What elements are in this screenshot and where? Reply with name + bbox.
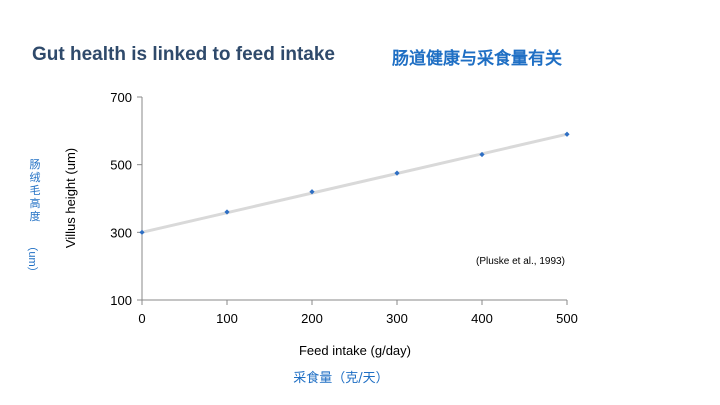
x-tick-label: 0 [138, 311, 145, 326]
data-points [139, 131, 570, 235]
trendline-group [141, 132, 568, 234]
y-axis-title: Villus height (um) [63, 148, 78, 248]
y-tick-label: 500 [110, 158, 132, 173]
slide-title-en: Gut health is linked to feed intake [32, 44, 335, 65]
y-tick-label: 700 [110, 90, 132, 105]
data-point [479, 151, 485, 158]
data-point [394, 170, 400, 176]
citation-annotation: (Pluske et al., 1993) [476, 256, 565, 267]
x-axis-label-cn: 采食量（克/天） [293, 371, 389, 386]
data-point [309, 189, 315, 195]
x-tick-labels: 0 100 200 300 400 500 [138, 311, 577, 326]
x-tick-label: 400 [471, 311, 493, 326]
y-axis-label-cn: 肠绒毛高度 [29, 158, 41, 223]
x-tick-label: 100 [216, 311, 238, 326]
x-tick-label: 300 [386, 311, 408, 326]
trendline [141, 132, 568, 234]
y-tick-label: 300 [110, 225, 132, 240]
y-tick-label: 100 [110, 293, 132, 308]
chart-axes [137, 96, 568, 305]
x-tick-label: 200 [301, 311, 323, 326]
x-axis-title: Feed intake (g/day) [299, 343, 411, 358]
data-point [224, 209, 230, 215]
y-tick-labels: 100 300 500 700 [110, 90, 132, 308]
x-tick-label: 500 [556, 311, 578, 326]
data-point [139, 229, 145, 235]
slide-title-cn: 肠道健康与采食量有关 [392, 49, 562, 69]
data-point [564, 131, 570, 137]
